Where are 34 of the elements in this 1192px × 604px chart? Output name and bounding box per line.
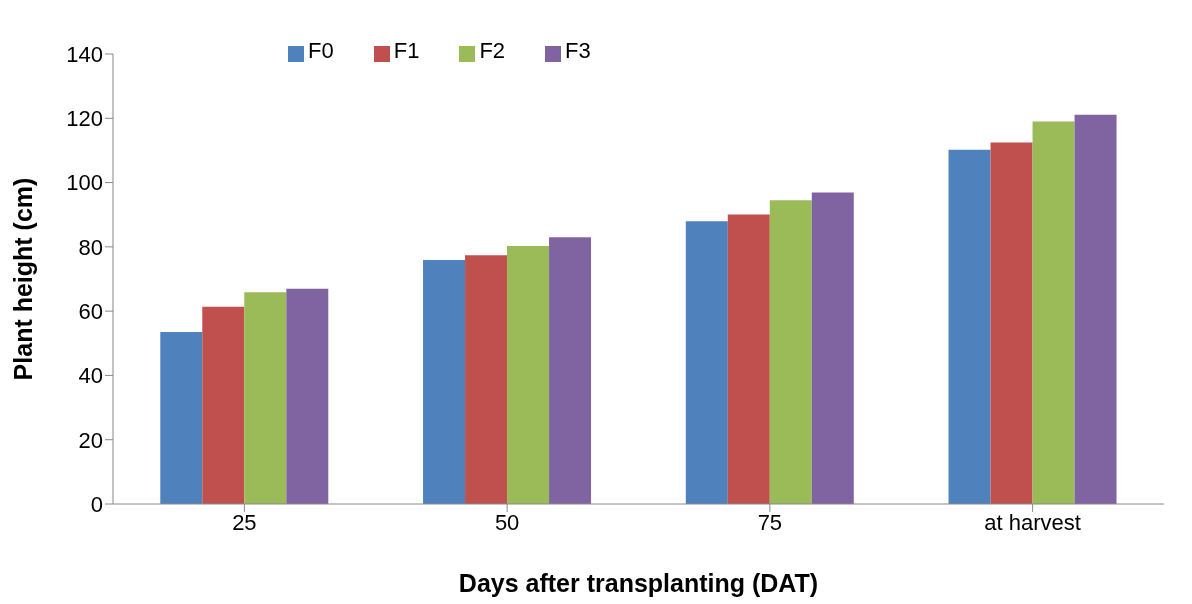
- y-tick-label: 60: [78, 298, 103, 324]
- x-tick-label: 50: [494, 509, 520, 535]
- bar: [685, 221, 728, 504]
- bar: [465, 255, 508, 504]
- y-tick-label: 40: [78, 363, 103, 389]
- bar: [948, 149, 991, 504]
- y-tick-label: 140: [66, 41, 103, 67]
- legend-label: F1: [393, 38, 420, 63]
- bar: [160, 332, 203, 504]
- bar: [423, 260, 466, 504]
- bar: [286, 288, 329, 504]
- x-axis-title: Days after transplanting (DAT): [458, 569, 819, 597]
- legend-label: F3: [565, 38, 591, 63]
- x-tick-label: at harvest: [984, 509, 1081, 535]
- y-tick-label: 100: [66, 170, 103, 196]
- bar: [1074, 114, 1117, 504]
- bar: [507, 245, 550, 504]
- bar: [1032, 121, 1075, 504]
- y-tick-label: 0: [90, 491, 103, 517]
- bar: [549, 237, 592, 504]
- legend-label: F2: [479, 38, 506, 63]
- bar: [990, 142, 1033, 504]
- y-axis-title: Plant height (cm): [8, 177, 37, 381]
- x-tick-label: 75: [757, 509, 783, 535]
- bar: [727, 214, 770, 504]
- bar: [769, 200, 812, 504]
- bar: [811, 192, 854, 504]
- y-tick-label: 120: [66, 106, 103, 132]
- y-tick-label: 80: [78, 234, 103, 260]
- y-tick-label: 20: [78, 427, 103, 453]
- bar: [202, 306, 245, 504]
- x-tick-label: 25: [232, 509, 257, 535]
- bar: [244, 292, 287, 504]
- legend-label: F0: [308, 38, 334, 63]
